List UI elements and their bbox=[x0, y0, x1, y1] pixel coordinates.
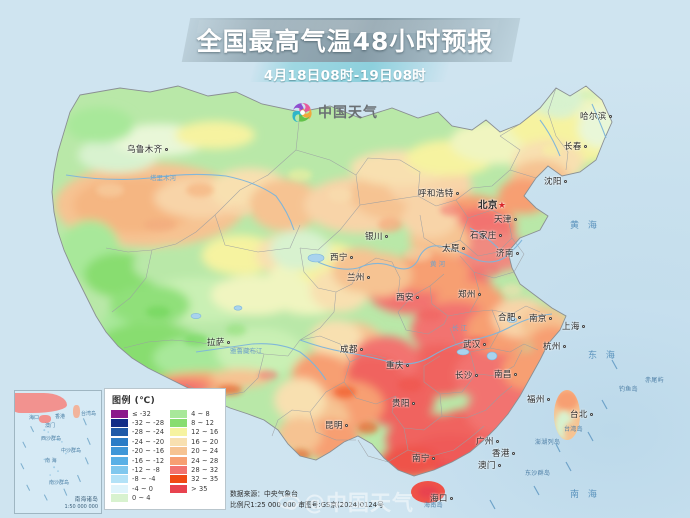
legend-title: 图例 (℃) bbox=[112, 396, 156, 406]
inset-label: 西沙群岛 bbox=[41, 436, 62, 442]
legend-swatch bbox=[111, 447, 128, 456]
legend-swatch bbox=[170, 428, 188, 437]
inset-label: 南 海 bbox=[45, 458, 57, 464]
legend-swatch bbox=[170, 447, 188, 456]
legend-row: 24 ~ 28 bbox=[170, 456, 218, 465]
legend-swatch bbox=[170, 466, 188, 475]
legend-swatch bbox=[111, 456, 128, 465]
legend-row: -28 ~ -24 bbox=[111, 428, 164, 437]
legend-swatch bbox=[111, 419, 128, 428]
legend-label: -4 ~ 0 bbox=[132, 484, 154, 493]
forecast-period: 4月18日08时-19日08时 bbox=[263, 68, 427, 84]
legend-label: -16 ~ -12 bbox=[132, 456, 165, 465]
legend-row: 8 ~ 12 bbox=[170, 418, 218, 428]
legend-swatch bbox=[111, 409, 128, 418]
inset-label: 澳门 bbox=[45, 423, 56, 429]
legend-swatch bbox=[111, 466, 128, 475]
inset-label: 香港 bbox=[55, 414, 66, 420]
page-title: 全国最高气温48小时预报 bbox=[196, 27, 494, 56]
credit-line-1: 数据来源：中央气象台 bbox=[230, 490, 298, 498]
legend-label: -8 ~ -4 bbox=[132, 475, 156, 484]
legend-row: -12 ~ -8 bbox=[111, 465, 164, 475]
legend-row: 4 ~ 8 bbox=[170, 409, 218, 418]
legend-row: -20 ~ -16 bbox=[111, 447, 164, 456]
legend-row: -24 ~ -20 bbox=[111, 437, 164, 446]
legend-row: ≤ -32 bbox=[111, 409, 164, 418]
legend-label: -28 ~ -24 bbox=[132, 428, 165, 437]
brand-name: 中国天气 bbox=[318, 105, 378, 121]
legend-row: 16 ~ 20 bbox=[170, 437, 218, 446]
inset-scale: 1:50 000 000 bbox=[64, 504, 99, 510]
south-china-sea-inset-map: 西沙群岛中沙群岛南沙群岛 南 海 海口 香港澳门 台湾岛 南海诸岛 1:50 000 0… bbox=[14, 390, 102, 514]
legend-swatch bbox=[111, 475, 128, 484]
legend-label: -20 ~ -16 bbox=[132, 447, 165, 456]
legend-swatch bbox=[170, 475, 188, 484]
legend-row: -16 ~ -12 bbox=[111, 456, 164, 465]
inset-dashed-boundary bbox=[20, 418, 91, 501]
legend-label: 24 ~ 28 bbox=[191, 456, 219, 465]
inset-hainan bbox=[39, 415, 51, 423]
legend-label: -24 ~ -20 bbox=[132, 437, 165, 446]
legend-column-left: ≤ -32 -32 ~ -28 -28 ~ -24 -24 ~ -20 -20 ~ -1… bbox=[111, 409, 164, 503]
legend-row: 12 ~ 16 bbox=[170, 428, 218, 437]
legend-label: 28 ~ 32 bbox=[191, 466, 219, 475]
legend-swatch bbox=[111, 428, 128, 437]
inset-label: 中沙群岛 bbox=[61, 448, 82, 454]
credit-line-2: 比例尺1:25 000 000 审图号:GS京(2024)0124号 bbox=[230, 501, 384, 509]
legend-row: -8 ~ -4 bbox=[111, 475, 164, 484]
legend-row: 0 ~ 4 bbox=[111, 494, 164, 503]
legend-label: ≤ -32 bbox=[132, 409, 151, 418]
legend-label: 20 ~ 24 bbox=[191, 447, 219, 456]
legend-label: 32 ~ 35 bbox=[191, 475, 219, 484]
legend-swatch bbox=[111, 437, 128, 446]
pinwheel-logo-icon bbox=[291, 101, 313, 123]
legend-swatch bbox=[170, 437, 188, 446]
legend-label: -32 ~ -28 bbox=[132, 419, 165, 428]
inset-label: 南沙群岛 bbox=[49, 480, 70, 486]
legend-label: > 35 bbox=[191, 484, 208, 493]
legend-swatch bbox=[111, 494, 128, 503]
legend-label: 12 ~ 16 bbox=[191, 428, 219, 437]
legend-row: -32 ~ -28 bbox=[111, 418, 165, 428]
source-credit: 数据来源：中央气象台 比例尺1:25 000 000 审图号:GS京(2024)… bbox=[230, 489, 384, 511]
legend-swatch bbox=[111, 484, 128, 493]
legend-row: 28 ~ 32 bbox=[170, 465, 219, 475]
legend-row: > 35 bbox=[170, 484, 218, 493]
legend-label: 0 ~ 4 bbox=[132, 494, 151, 503]
legend-label: 16 ~ 20 bbox=[191, 437, 219, 446]
legend-swatch bbox=[170, 419, 188, 428]
legend-row: 32 ~ 35 bbox=[170, 475, 218, 484]
legend-label: 4 ~ 8 bbox=[191, 409, 210, 418]
inset-label: 海口 bbox=[29, 415, 40, 421]
inset-taiwan bbox=[73, 405, 80, 418]
legend-swatch bbox=[170, 409, 188, 418]
legend-swatch bbox=[170, 456, 188, 465]
brand-logo: 中国天气 bbox=[291, 101, 378, 123]
legend-row: 20 ~ 24 bbox=[170, 447, 218, 456]
inset-label: 台湾岛 bbox=[81, 411, 97, 417]
legend-swatch bbox=[170, 484, 188, 493]
legend-label: 8 ~ 12 bbox=[191, 419, 215, 428]
legend-row: -4 ~ 0 bbox=[111, 484, 164, 493]
legend-label: -12 ~ -8 bbox=[132, 466, 160, 475]
inset-title: 南海诸岛 bbox=[74, 497, 98, 503]
temperature-legend: 图例 (℃) ≤ -32 -32 ~ -28 -28 ~ -24 -24 ~ -20-… bbox=[104, 388, 226, 510]
inset-mainland bbox=[15, 393, 67, 413]
